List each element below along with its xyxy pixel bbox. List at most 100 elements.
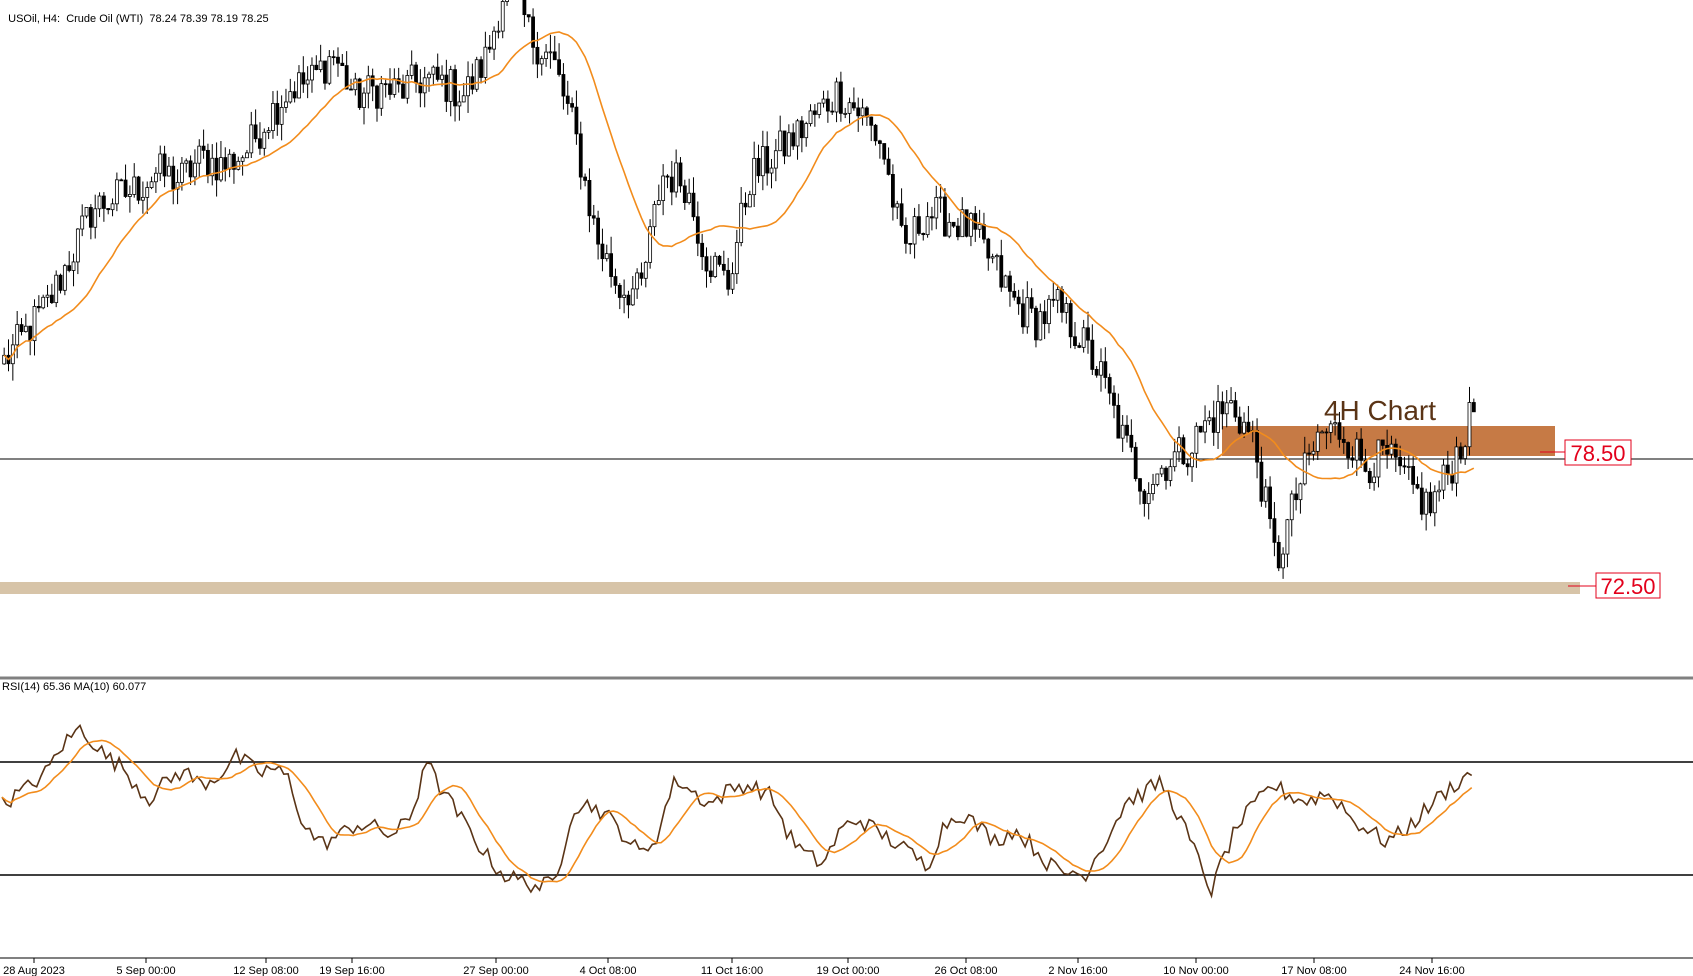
candle-body — [1099, 361, 1103, 376]
candle-body — [305, 79, 310, 85]
candle-body — [1259, 461, 1264, 502]
time-axis-label: 17 Nov 08:00 — [1281, 965, 1346, 976]
candle-body — [97, 195, 102, 210]
rsi-line — [1, 724, 1473, 899]
candle-body — [695, 216, 700, 244]
candle-body — [262, 131, 267, 149]
candle-body — [986, 238, 991, 259]
time-axis-label: 28 Aug 2023 — [3, 965, 65, 976]
candle-body — [227, 153, 232, 170]
moving-average-line — [3, 31, 1475, 480]
candle-body — [288, 91, 293, 103]
candle-body — [656, 200, 661, 205]
candle-body — [544, 51, 548, 59]
candle-body — [1042, 311, 1047, 325]
candle-body — [956, 225, 960, 238]
candle-body — [847, 102, 852, 114]
candle-body — [1016, 296, 1021, 305]
candle-body — [93, 208, 98, 228]
candle-body — [327, 56, 332, 84]
candle-body — [1055, 289, 1060, 301]
candle-body — [548, 51, 553, 54]
candle-body — [232, 153, 236, 170]
candle-body — [492, 30, 496, 50]
candle-body — [479, 59, 483, 78]
candle-body — [999, 255, 1004, 288]
candle-body — [41, 296, 46, 309]
candle-body — [743, 202, 748, 208]
candle-body — [921, 233, 926, 236]
candle-body — [357, 78, 362, 108]
candle-body — [1211, 417, 1216, 433]
candle-body — [1398, 456, 1403, 467]
candle-body — [136, 176, 141, 201]
candle-body — [453, 69, 457, 107]
candle-body — [539, 58, 544, 65]
time-axis-label: 4 Oct 08:00 — [580, 965, 637, 976]
candle-body — [45, 294, 50, 298]
candle-body — [531, 16, 535, 48]
candle-body — [799, 120, 804, 139]
candle-body — [1333, 422, 1338, 425]
time-axis-label: 12 Sep 08:00 — [233, 965, 298, 976]
candle-body — [604, 253, 609, 260]
candle-body — [123, 179, 128, 197]
candle-body — [1107, 377, 1112, 394]
candle-body — [934, 197, 939, 219]
level-label-72-50: 72.50 — [1600, 574, 1655, 599]
candle-body — [1159, 467, 1164, 475]
candle-body — [240, 157, 245, 162]
candle-body — [873, 124, 878, 142]
candle-body — [626, 294, 631, 306]
candle-body — [557, 59, 561, 75]
candle-body — [362, 92, 366, 108]
candle-body — [54, 274, 59, 304]
candle-body — [678, 162, 683, 187]
candle-body — [1302, 452, 1307, 485]
candle-body — [648, 226, 653, 263]
candle-body — [995, 255, 999, 258]
candle-body — [236, 160, 241, 170]
candle-body — [344, 65, 349, 90]
candle-body — [1268, 486, 1272, 520]
candle-body — [782, 130, 787, 157]
candle-body — [444, 74, 449, 102]
candle-body — [258, 138, 262, 149]
candle-body — [1038, 311, 1043, 341]
candle-body — [1216, 401, 1220, 433]
candle-body — [1432, 491, 1437, 514]
candle-body — [904, 225, 908, 244]
candle-body — [1428, 491, 1433, 514]
candle-body — [574, 106, 579, 135]
candle-body — [1406, 466, 1411, 468]
candle-body — [1094, 368, 1099, 376]
candle-body — [1389, 443, 1394, 455]
candle-body — [708, 270, 713, 278]
candle-body — [1142, 490, 1147, 504]
candle-body — [1437, 489, 1442, 493]
candle-body — [1060, 289, 1064, 313]
candle-body — [314, 64, 319, 70]
candle-body — [886, 158, 891, 175]
candle-body — [487, 46, 492, 50]
candle-body — [856, 107, 861, 117]
candle-body — [206, 149, 210, 177]
candle-body — [1138, 478, 1142, 492]
candle-body — [1467, 402, 1472, 448]
candle-body — [1272, 518, 1277, 543]
candle-body — [297, 72, 301, 99]
candle-body — [964, 209, 969, 237]
candle-body — [275, 103, 280, 125]
candle-body — [739, 202, 744, 243]
candle-body — [1380, 439, 1385, 446]
candle-body — [990, 256, 995, 259]
candle-body — [1008, 275, 1012, 292]
candle-body — [830, 110, 835, 113]
candle-body — [665, 175, 670, 178]
candle-body — [101, 195, 106, 209]
candle-body — [457, 101, 462, 107]
candle-body — [340, 62, 345, 66]
candle-body — [370, 75, 375, 87]
candle-body — [982, 224, 986, 240]
candle-body — [726, 269, 731, 290]
